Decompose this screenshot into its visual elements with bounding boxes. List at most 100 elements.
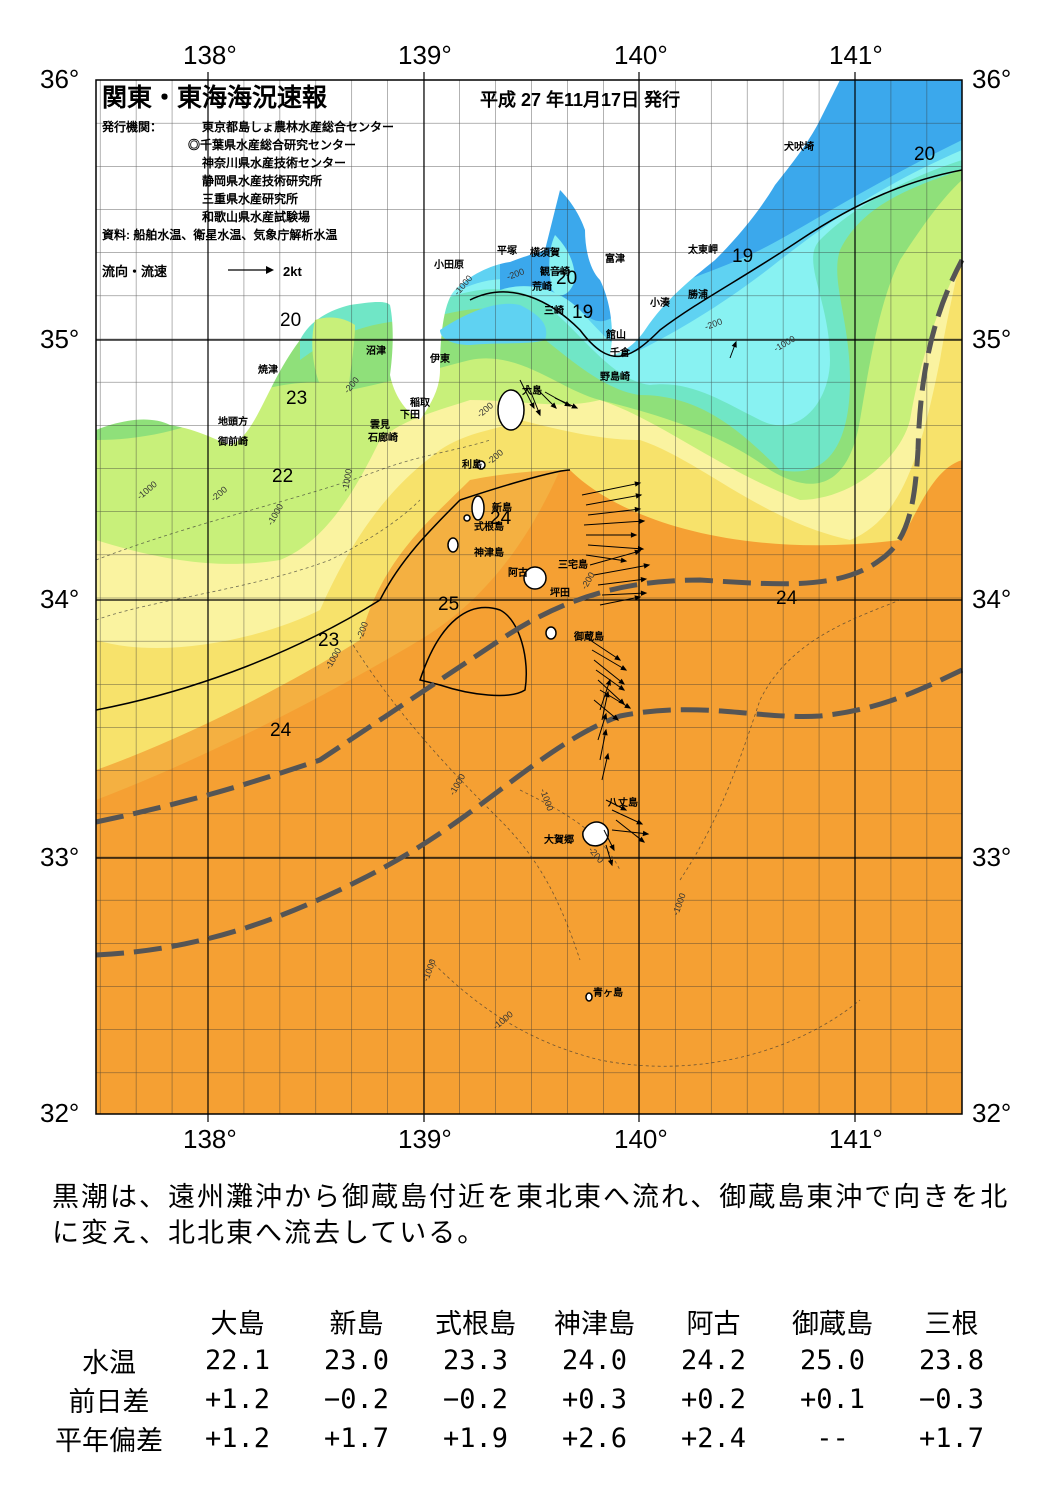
lat-label-left: 34° (40, 584, 79, 614)
lon-label-top: 139° (398, 40, 452, 70)
table-cell: +1.2 (204, 1423, 271, 1454)
issuer-item: 三重県水産研究所 (202, 191, 298, 206)
map-title: 関東・東海海況速報 (102, 83, 328, 112)
current-vectors (519, 340, 737, 867)
hachijo-island (582, 821, 609, 847)
place-arasaki: 荒崎 (531, 280, 552, 293)
sea-condition-map: 138° 139° 140° 141° 138° 139° 140° 141° … (40, 40, 1011, 1154)
current-vector (591, 649, 627, 671)
table-cell: +1.7 (918, 1423, 985, 1454)
table-cell: 24.2 (680, 1345, 747, 1376)
oshima-island (497, 389, 525, 431)
current-vector-head (643, 563, 651, 569)
place-toshima: 利島 (462, 458, 482, 471)
lat-label-right: 35° (972, 324, 1011, 354)
place-shikinejima: 式根島 (474, 520, 504, 533)
place-yokosuka: 横須賀 (530, 246, 560, 259)
table-cell: 24.0 (561, 1345, 628, 1376)
place-taitomisaki: 太東岬 (687, 243, 718, 256)
table-cell: +0.1 (799, 1384, 866, 1415)
current-vector (589, 550, 641, 566)
current-vector-head (614, 654, 622, 661)
current-vector-head (634, 506, 642, 513)
current-vector (597, 578, 647, 586)
table-header-row: 大島 新島 式根島 神津島 阿古 御蔵島 三根 (40, 1302, 1011, 1341)
current-vector (581, 482, 641, 496)
current-vector-head (609, 844, 615, 852)
lat-label-right: 36° (972, 64, 1011, 94)
isotherm-label: 19 (732, 246, 753, 267)
place-hiratsuka: 平塚 (497, 244, 517, 257)
current-vector-head (618, 678, 626, 685)
current-vector-head (731, 340, 737, 348)
current-vector (593, 659, 625, 685)
place-jitokata: 地頭方 (218, 415, 248, 428)
lat-label-right: 33° (972, 842, 1011, 872)
current-vector-head (640, 590, 648, 596)
current-vector-head (605, 678, 611, 686)
current-vector (599, 689, 631, 709)
current-vector (519, 379, 535, 409)
table-cell: 22.1 (204, 1345, 271, 1376)
current-vector-head (620, 557, 628, 563)
lon-label-bottom: 138° (183, 1124, 237, 1154)
current-vector (583, 520, 645, 526)
table-cell: 25.0 (799, 1345, 866, 1376)
current-vector (593, 699, 619, 721)
islands (447, 389, 609, 1002)
column-header: 大島 (210, 1309, 265, 1340)
lon-label-top: 140° (614, 40, 668, 70)
place-tomiura: 富津 (605, 252, 625, 265)
lat-label-right: 32° (972, 1098, 1011, 1128)
table-cell: 23.8 (918, 1345, 985, 1376)
lon-label-top: 141° (829, 40, 883, 70)
isotherm-label: 20 (280, 310, 301, 331)
isotherm-label: 20 (556, 268, 577, 289)
current-vector (615, 819, 645, 843)
map-frame (95, 79, 963, 1115)
place-mikurajima: 御蔵島 (573, 630, 604, 643)
current-vector (611, 809, 643, 825)
issuer-item: ◎千葉県水産総合研究センター (188, 137, 356, 152)
current-vector-head (640, 576, 648, 583)
current-vector-head (607, 859, 614, 867)
current-vector-head (635, 493, 643, 499)
depth-label: -1000 (340, 468, 354, 492)
table-cell: +1.2 (204, 1384, 271, 1415)
place-oshima: 大島 (522, 384, 542, 397)
lat-label-left: 35° (40, 324, 79, 354)
place-kozushima: 神津島 (474, 546, 504, 559)
kozushima-island (447, 537, 459, 553)
current-vector-head (636, 819, 644, 825)
table-row: 平年偏差 +1.2 +1.7 +1.9 +2.6 +2.4 -- +1.7 (40, 1419, 1011, 1458)
axis-labels: 138° 139° 140° 141° 138° 139° 140° 141° … (40, 40, 1011, 1154)
table-cell: +0.3 (561, 1384, 628, 1415)
current-vector-head (604, 690, 610, 698)
row-label: 平年偏差 (55, 1426, 163, 1457)
current-vector-head (637, 545, 645, 552)
place-miyake: 三宅島 (558, 558, 588, 571)
place-ako: 阿古 (508, 566, 528, 579)
current-vector (601, 592, 647, 596)
column-header: 神津島 (554, 1309, 635, 1340)
row-label: 前日差 (68, 1387, 150, 1418)
table-cell: +0.2 (680, 1384, 747, 1415)
place-niijima: 新島 (492, 501, 512, 514)
table-cell: 23.3 (442, 1345, 509, 1376)
column-header: 式根島 (435, 1309, 516, 1340)
current-vector (527, 384, 541, 416)
place-odawara: 小田原 (433, 258, 464, 271)
current-vector (597, 679, 625, 705)
place-omaezaki: 御前崎 (217, 435, 248, 448)
lat-label-left: 33° (40, 842, 79, 872)
current-vector-head (638, 836, 646, 843)
table-cell: −0.2 (442, 1384, 509, 1415)
current-vector (587, 544, 644, 550)
place-tateyama: 館山 (605, 328, 626, 341)
lon-label-bottom: 141° (829, 1124, 883, 1154)
isotherm-lines (96, 169, 962, 711)
lat-label-left: 36° (40, 64, 79, 94)
kuroshio-axis (95, 258, 965, 958)
isotherm-label: 23 (286, 388, 307, 409)
miyake-island (523, 566, 547, 590)
